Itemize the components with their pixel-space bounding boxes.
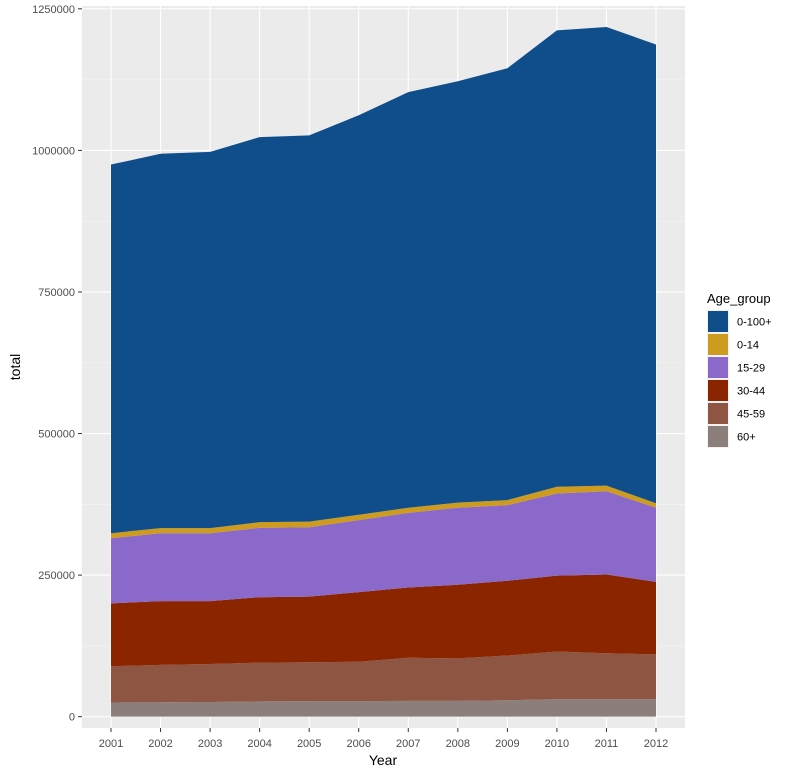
stacked-areas (111, 26, 656, 717)
x-tick-label: 2004 (247, 738, 271, 750)
legend-swatch (708, 426, 728, 447)
x-tick-label: 2003 (198, 738, 222, 750)
y-axis-title: total (7, 354, 23, 380)
legend-label: 60+ (737, 432, 756, 444)
y-axis: 0 250000 500000 750000 1000000 1250000 (32, 4, 82, 724)
y-tick-label: 1250000 (32, 4, 75, 16)
area-series-60plus (111, 699, 656, 717)
y-tick-label: 1000000 (32, 145, 75, 157)
area-series-30-44 (111, 574, 656, 667)
legend-swatch (708, 380, 728, 401)
legend-label: 30-44 (737, 386, 765, 398)
x-axis: 2001 2002 2003 2004 2005 2006 2007 2008 2009 2010… (99, 728, 668, 750)
legend-swatch (708, 357, 728, 378)
y-tick-label: 500000 (38, 429, 75, 441)
x-axis-title: Year (369, 752, 398, 768)
legend-label: 0-100+ (737, 317, 772, 329)
legend-swatch (708, 334, 728, 355)
legend-label: 0-14 (737, 340, 759, 352)
area-series-45-59 (111, 651, 656, 703)
area-series-0-100plus (111, 26, 656, 534)
legend-label: 45-59 (737, 409, 765, 421)
x-tick-label: 2002 (148, 738, 172, 750)
x-tick-label: 2011 (595, 738, 619, 750)
legend-swatch (708, 403, 728, 424)
x-tick-label: 2009 (495, 738, 519, 750)
legend: Age_group 0-100+ 0-14 15-29 30-44 45-59 60+ (707, 291, 772, 448)
x-tick-label: 2001 (99, 738, 123, 750)
x-tick-label: 2006 (346, 738, 370, 750)
area-series-0-14 (111, 485, 656, 539)
area-series-15-29 (111, 491, 656, 604)
x-tick-label: 2012 (644, 738, 668, 750)
x-tick-label: 2010 (545, 738, 569, 750)
x-tick-label: 2007 (396, 738, 420, 750)
y-tick-label: 0 (69, 712, 75, 724)
x-tick-label: 2005 (297, 738, 321, 750)
y-tick-label: 250000 (38, 570, 75, 582)
legend-swatch (708, 311, 728, 332)
y-tick-label: 750000 (38, 287, 75, 299)
legend-label: 15-29 (737, 363, 765, 375)
x-tick-label: 2008 (446, 738, 470, 750)
legend-title: Age_group (707, 291, 771, 306)
